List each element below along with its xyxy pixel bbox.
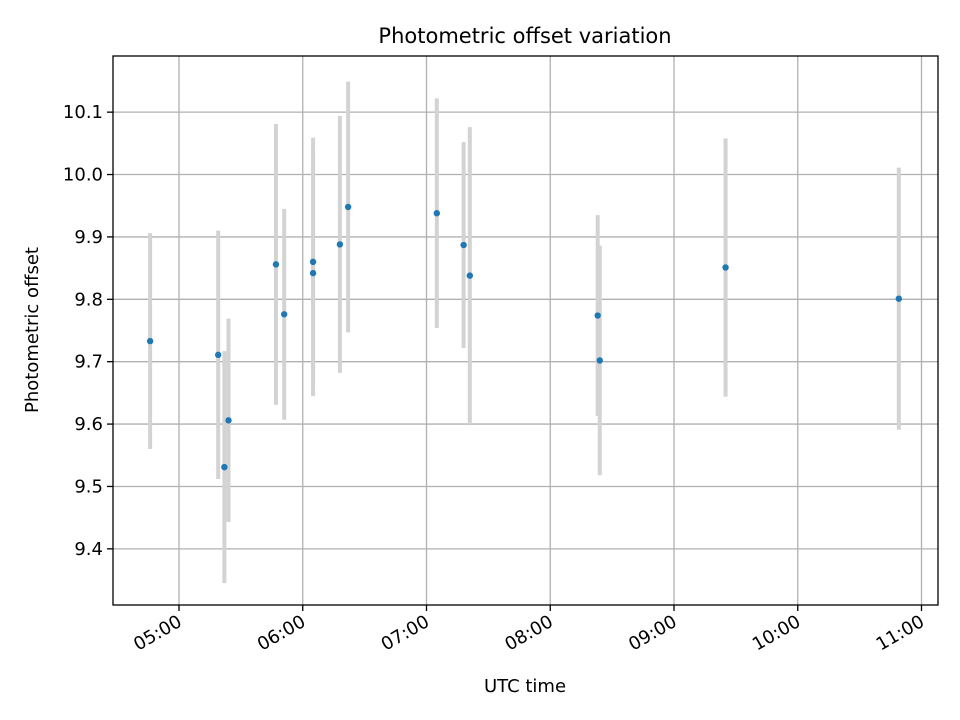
data-point: [309, 258, 317, 266]
data-point: [225, 417, 232, 424]
data-point: [460, 241, 467, 249]
y-tick-label: 10.1: [63, 102, 103, 123]
plot-frame: [112, 55, 939, 606]
y-tick-label: 9.4: [74, 539, 103, 560]
data-point: [221, 463, 228, 471]
y-tick-label: 9.8: [74, 289, 103, 310]
data-point: [214, 351, 222, 359]
data-point: [433, 210, 441, 217]
data-point: [280, 311, 288, 318]
y-tick-label: 9.7: [74, 352, 103, 373]
data-points: [146, 203, 903, 471]
data-point: [344, 203, 352, 211]
y-tick-label: 9.5: [74, 476, 103, 497]
data-point: [594, 312, 601, 319]
data-point: [596, 357, 603, 364]
data-point: [272, 261, 280, 268]
data-point: [309, 269, 317, 277]
data-point: [466, 272, 474, 279]
data-point: [336, 241, 344, 248]
grid-lines: [113, 56, 938, 605]
chart-title: Photometric offset variation: [378, 24, 671, 48]
x-axis-title: UTC time: [484, 676, 566, 697]
data-point: [722, 264, 729, 271]
data-point: [146, 337, 154, 345]
y-tick-label: 9.9: [74, 227, 103, 248]
y-tick-label: 10.0: [63, 165, 103, 186]
y-tick-label: 9.6: [74, 414, 103, 435]
data-point: [895, 295, 903, 302]
y-axis-title: Photometric offset: [22, 247, 43, 413]
y-axis-ticks: 9.4 9.5 9.6 9.7 9.8 9.9 10.0 10.1: [63, 102, 113, 560]
